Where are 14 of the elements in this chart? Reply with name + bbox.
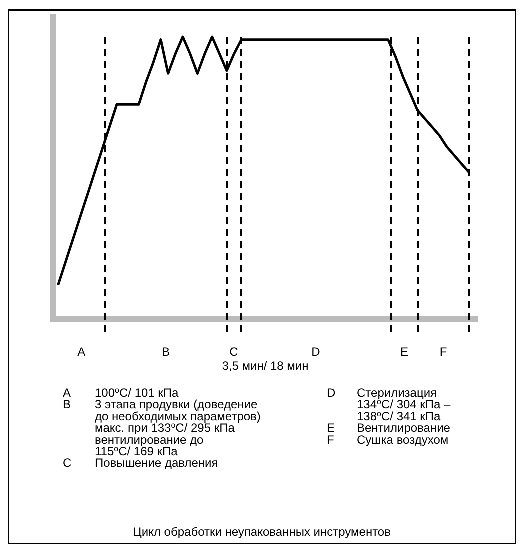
text: D Стерилизация 134$^{o}$C/ 304 кПа – 138$^{o}$C/ 341 кПа: [327, 386, 451, 424]
text: C: [230, 345, 239, 359]
text: 3,5 мин/ 18 мин: [222, 359, 309, 373]
text: F Сушка воздухом: [327, 432, 449, 447]
text: E Вентилирование: [327, 421, 450, 436]
text: B 3 этапа продувки (доведение до необходимых параметров) макс. при 133$^{o}$C/ 295 кПа вентилирование до 115$^{o}$C/ 169 кПа: [63, 398, 261, 458]
text: E: [400, 345, 409, 359]
text: F: [440, 345, 448, 359]
text: A 100$^{o}$C/ 101 кПа: [63, 386, 179, 400]
text: D: [312, 345, 321, 359]
text: Цикл обработки неупакованных инструментов: [133, 525, 391, 539]
text: A: [78, 345, 86, 359]
text: C Повышение давления: [63, 456, 218, 470]
text: B: [162, 345, 170, 359]
